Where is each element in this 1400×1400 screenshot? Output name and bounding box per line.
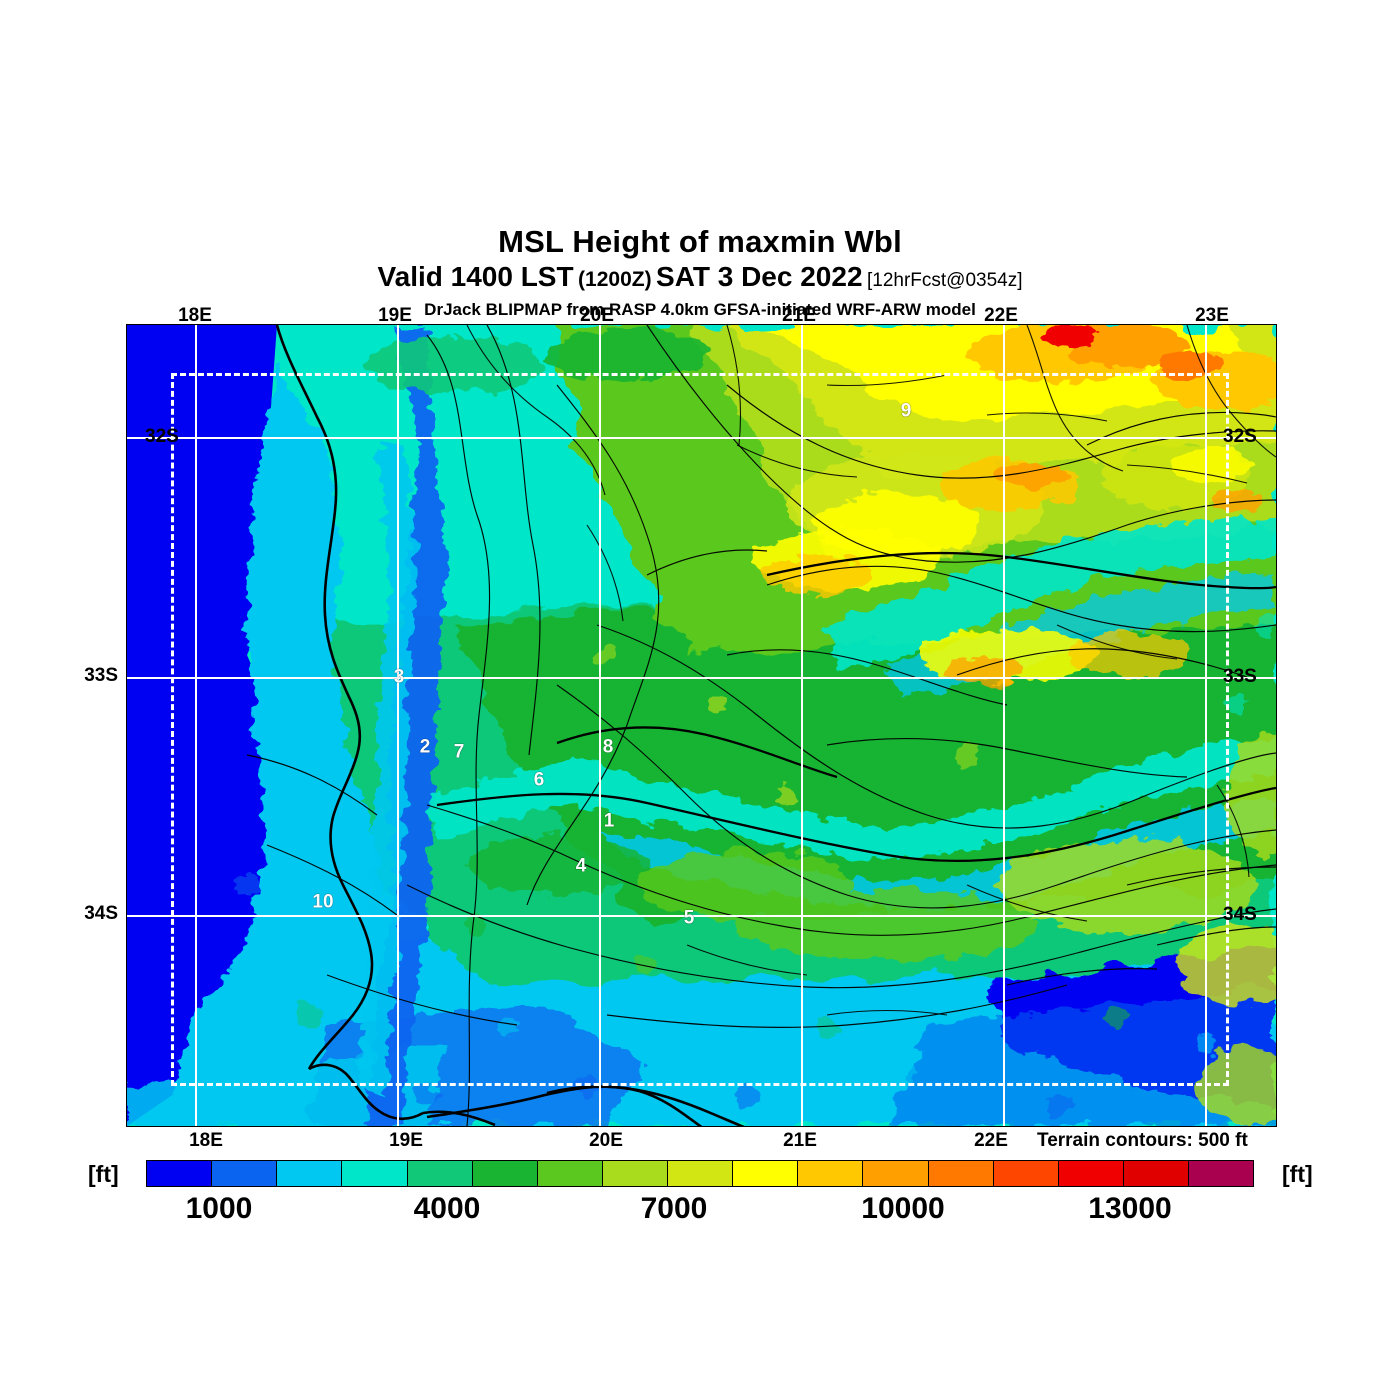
lat-label-right-34S: 34S: [1223, 904, 1257, 925]
colorbar-swatch-4: [407, 1161, 473, 1186]
gridline-lon-18E: [195, 325, 197, 1126]
gridline-lon-20E: [599, 325, 601, 1126]
colorbar-swatch-12: [928, 1161, 994, 1186]
colorbar-swatch-7: [602, 1161, 668, 1186]
lon-label-top-23E: 23E: [1195, 305, 1229, 326]
site-marker-2[interactable]: 2: [419, 736, 431, 758]
site-marker-5[interactable]: 5: [683, 907, 695, 929]
colorbar[interactable]: [146, 1160, 1254, 1187]
colorbar-tick-1000: 1000: [185, 1192, 253, 1225]
lon-label-top-22E: 22E: [984, 305, 1018, 326]
valid-prefix: Valid 1400 LST: [377, 261, 574, 292]
colorbar-swatch-11: [863, 1161, 929, 1186]
lon-label-top-20E: 20E: [580, 305, 614, 326]
gridline-lon-23E: [1205, 325, 1207, 1126]
lat-label-right-32S: 32S: [1223, 426, 1257, 447]
model-source-line: DrJack BLIPMAP from RASP 4.0km GFSA-init…: [424, 300, 976, 319]
site-marker-10[interactable]: 10: [312, 891, 334, 913]
gridline-lat-32S: [127, 437, 1276, 439]
terrain-contour-note: Terrain contours: 500 ft: [1035, 1128, 1250, 1154]
colorbar-swatch-1: [212, 1161, 278, 1186]
lat-label-inside-32S: 32S: [145, 426, 179, 447]
colorbar-swatch-8: [668, 1161, 734, 1186]
colorbar-swatch-13: [993, 1161, 1059, 1186]
lon-label-bottom-21E: 21E: [783, 1130, 817, 1151]
site-marker-9[interactable]: 9: [900, 400, 912, 422]
colorbar-tick-13000: 13000: [1088, 1192, 1172, 1225]
valid-date: SAT 3 Dec 2022: [656, 261, 863, 292]
colorbar-unit-right: [ft]: [1282, 1161, 1313, 1187]
gridline-lon-22E: [1003, 325, 1005, 1126]
colorbar-unit-left: [ft]: [88, 1161, 119, 1187]
map-panel[interactable]: 32S 32S 33S 34S 1 2 3 4 5 6 7 8 9 10: [126, 324, 1277, 1127]
colorbar-tick-10000: 10000: [861, 1192, 945, 1225]
site-marker-8[interactable]: 8: [602, 736, 614, 758]
title-block: MSL Height of maxmin Wbl Valid 1400 LST …: [0, 224, 1400, 321]
gridline-lat-33S: [127, 677, 1276, 679]
colorbar-swatch-16: [1189, 1161, 1254, 1186]
valid-time-line: Valid 1400 LST (1200Z) SAT 3 Dec 2022 [1…: [0, 260, 1400, 299]
lon-label-bottom-18E: 18E: [189, 1130, 223, 1151]
colorbar-swatch-9: [733, 1161, 799, 1186]
colorbar-tick-4000: 4000: [413, 1192, 481, 1225]
colorbar-swatch-5: [472, 1161, 538, 1186]
site-marker-3[interactable]: 3: [393, 666, 405, 688]
site-marker-4[interactable]: 4: [575, 855, 587, 877]
colorbar-swatch-2: [277, 1161, 343, 1186]
lon-label-bottom-19E: 19E: [389, 1130, 423, 1151]
lat-label-left-33S: 33S: [84, 665, 118, 686]
forecast-tag: [12hrFcst@0354z]: [866, 270, 1023, 291]
colorbar-swatch-14: [1058, 1161, 1124, 1186]
colorbar-swatch-6: [537, 1161, 603, 1186]
colorbar-swatch-15: [1123, 1161, 1189, 1186]
site-marker-1[interactable]: 1: [603, 810, 615, 832]
site-marker-6[interactable]: 6: [533, 769, 545, 791]
forecast-domain-box: [171, 373, 1229, 1086]
lon-label-top-18E: 18E: [178, 305, 212, 326]
colorbar-tick-7000: 7000: [640, 1192, 708, 1225]
colorbar-swatch-10: [798, 1161, 864, 1186]
lon-label-bottom-22E: 22E: [974, 1130, 1008, 1151]
colorbar-swatch-0: [147, 1161, 213, 1186]
site-marker-7[interactable]: 7: [453, 741, 465, 763]
colorbar-section: [ft] [ft] 1000 4000 7000 10000 13000: [0, 1160, 1400, 1230]
gridline-lon-21E: [801, 325, 803, 1126]
lat-label-left-34S: 34S: [84, 903, 118, 924]
map-canvas: 32S 32S 33S 34S 1 2 3 4 5 6 7 8 9 10: [127, 325, 1276, 1126]
page-title: MSL Height of maxmin Wbl: [498, 224, 902, 259]
lat-label-right-33S: 33S: [1223, 666, 1257, 687]
lon-label-top-21E: 21E: [782, 305, 816, 326]
colorbar-swatch-3: [342, 1161, 408, 1186]
valid-zulu: (1200Z): [578, 268, 652, 291]
gridline-lon-19E: [397, 325, 399, 1126]
lon-label-bottom-20E: 20E: [589, 1130, 623, 1151]
gridline-lat-34S: [127, 915, 1276, 917]
lon-label-top-19E: 19E: [378, 305, 412, 326]
